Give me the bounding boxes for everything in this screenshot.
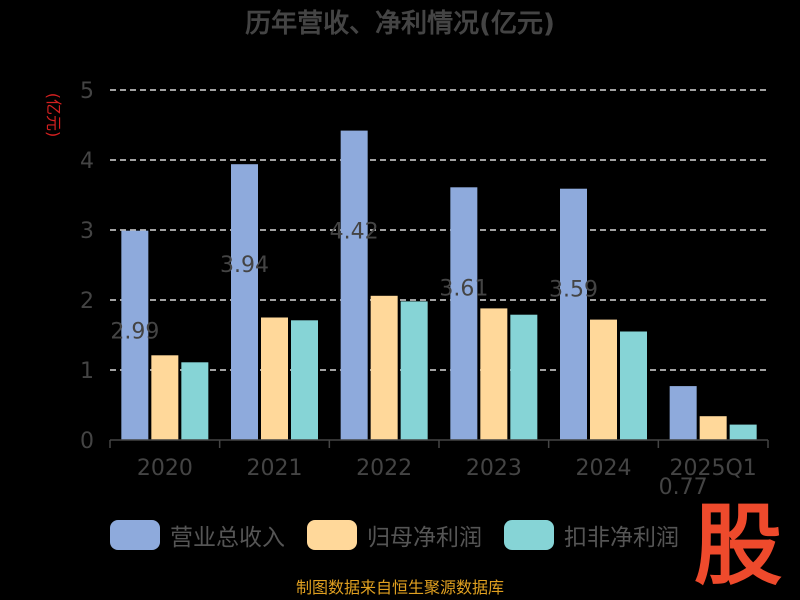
value-label: 3.61 — [439, 276, 488, 301]
x-tick-labels: 2020 2021 2022 2023 2024 2025Q1 — [137, 456, 757, 481]
legend-label-net-profit: 归母净利润 — [367, 525, 482, 551]
bar-营业总收入-2020 — [121, 230, 149, 440]
bar-归母净利润-2025Q1 — [699, 416, 727, 440]
bar-营业总收入-2024 — [560, 188, 587, 440]
legend: 营业总收入 归母净利润 扣非净利润 — [110, 518, 679, 552]
data-source-note: 制图数据来自恒生聚源数据库 — [295, 578, 504, 597]
y-tick-labels: 0 1 2 3 4 5 — [80, 79, 94, 454]
value-label: 3.59 — [549, 278, 598, 303]
value-labels: 2.99 3.94 4.42 3.61 3.59 0.77 — [110, 220, 707, 501]
bar-扣非净利润-2022 — [400, 301, 428, 440]
x-tick-label: 2023 — [466, 456, 522, 481]
bar-归母净利润-2024 — [590, 319, 617, 440]
bar-营业总收入-2025Q1 — [669, 386, 697, 440]
legend-item-revenue[interactable]: 营业总收入 — [110, 518, 285, 552]
bar-扣非净利润-2023 — [510, 314, 538, 440]
legend-label-deducted-profit: 扣非净利润 — [564, 525, 679, 551]
legend-item-net-profit[interactable]: 归母净利润 — [307, 518, 482, 552]
legend-label-revenue: 营业总收入 — [170, 525, 285, 551]
y-tick-label: 1 — [80, 359, 94, 384]
legend-item-deducted-profit[interactable]: 扣非净利润 — [504, 518, 679, 552]
stock-logo-stamp: 股 — [693, 494, 782, 597]
bar-营业总收入-2021 — [231, 164, 258, 440]
gridlines — [110, 89, 768, 371]
value-label: 4.42 — [330, 220, 379, 245]
x-tick-label: 2022 — [356, 456, 412, 481]
x-axis — [109, 439, 769, 448]
bar-归母净利润-2022 — [370, 295, 398, 440]
legend-swatch-revenue — [110, 520, 160, 550]
y-tick-label: 3 — [80, 219, 94, 244]
legend-swatch-deducted-profit — [504, 520, 554, 550]
bar-归母净利润-2021 — [261, 317, 288, 440]
value-label: 2.99 — [110, 320, 159, 345]
bar-营业总收入-2023 — [450, 187, 478, 440]
legend-swatch-net-profit — [307, 520, 357, 550]
y-axis-label: (亿元) — [44, 93, 63, 138]
value-label: 0.77 — [659, 475, 708, 500]
value-label: 3.94 — [220, 253, 269, 278]
bar-营业总收入-2022 — [340, 130, 368, 440]
chart-title: 历年营收、净利情况(亿元) — [245, 8, 555, 39]
x-tick-label: 2021 — [247, 456, 303, 481]
bar-归母净利润-2020 — [151, 355, 179, 440]
y-tick-label: 0 — [80, 429, 94, 454]
bar-扣非净利润-2024 — [620, 331, 647, 440]
bar-扣非净利润-2020 — [181, 362, 209, 440]
y-tick-label: 4 — [80, 149, 94, 174]
x-tick-label: 2025Q1 — [670, 456, 757, 481]
x-tick-label: 2020 — [137, 456, 193, 481]
y-tick-label: 2 — [80, 289, 94, 314]
y-tick-label: 5 — [80, 79, 94, 104]
bar-归母净利润-2023 — [480, 308, 508, 440]
bar-扣非净利润-2021 — [291, 320, 318, 440]
bars — [121, 130, 757, 440]
x-tick-label: 2024 — [576, 456, 632, 481]
bar-扣非净利润-2025Q1 — [729, 424, 757, 440]
